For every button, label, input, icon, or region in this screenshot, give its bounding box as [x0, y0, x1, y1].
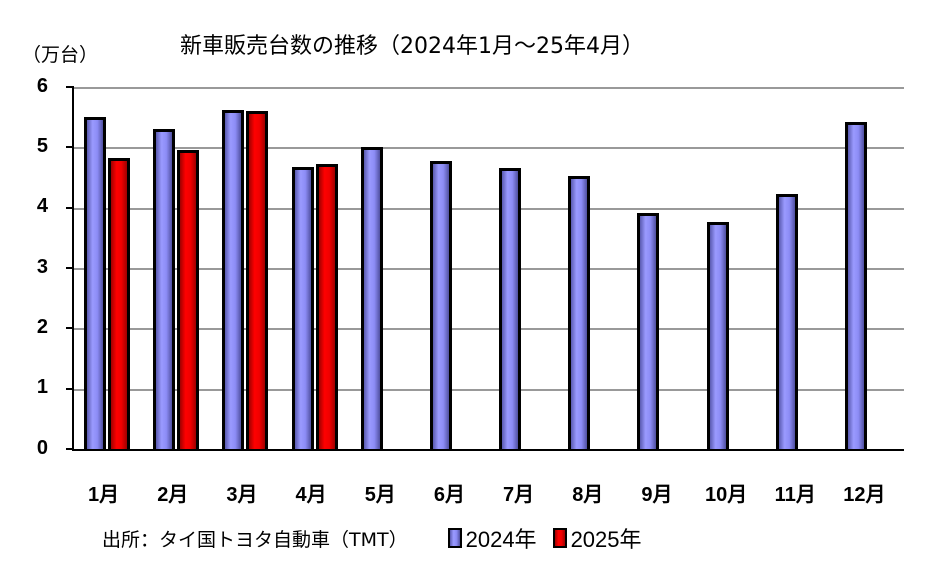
legend: 出所：タイ国トヨタ自動車（TMT） 2024年 2025年 [102, 522, 658, 554]
x-tick-label: 10月 [704, 484, 748, 506]
bar-2024年-4月 [291, 166, 314, 449]
y-tick-mark [66, 267, 74, 269]
bar-2024年-5月 [360, 147, 383, 449]
y-tick-6: 6 [36, 75, 48, 97]
x-tick-label: 7月 [503, 484, 535, 506]
bar-2024年-3月 [222, 109, 245, 449]
legend-swatch-2025 [552, 528, 567, 548]
bar-2024年-2月 [153, 129, 176, 449]
y-tick-0: 0 [36, 437, 48, 459]
bar-2024年-8月 [568, 175, 591, 449]
gridline [74, 388, 904, 391]
bar-2024年-7月 [499, 168, 521, 449]
y-tick-2: 2 [36, 316, 48, 338]
bar-2024年-11月 [775, 193, 798, 449]
legend-label-2024: 2024年 [465, 527, 537, 552]
y-tick-mark [66, 387, 74, 390]
legend-label-2025: 2025年 [570, 527, 642, 552]
y-tick-mark [66, 327, 74, 330]
chart-title: 新車販売台数の推移（2024年1月～25年4月） [180, 34, 644, 59]
bar-2025年-1月 [108, 158, 130, 449]
y-tick-mark [66, 206, 74, 209]
bar-2024年-12月 [844, 122, 867, 449]
x-tick-label: 12月 [843, 484, 886, 506]
y-tick-mark [66, 86, 74, 88]
x-tick-label: 2月 [157, 484, 189, 506]
y-tick-3: 3 [36, 256, 48, 278]
gridline [74, 268, 904, 270]
bar-2024年-10月 [706, 221, 729, 449]
source-note: 出所：タイ国トヨタ自動車（TMT） [102, 528, 408, 551]
y-tick-4: 4 [36, 195, 48, 217]
bar-2025年-3月 [246, 111, 269, 449]
y-axis-unit: （万台） [22, 44, 99, 66]
gridline [74, 207, 904, 210]
gridline [74, 328, 904, 331]
x-tick-label: 9月 [641, 484, 673, 506]
bar-2025年-4月 [315, 163, 338, 449]
bar-2024年-6月 [429, 160, 452, 449]
x-tick-label: 1月 [88, 484, 120, 506]
x-tick-label: 4月 [295, 484, 327, 506]
y-tick-mark [66, 448, 74, 450]
bar-2024年-9月 [637, 212, 660, 449]
y-tick-mark [66, 146, 74, 149]
legend-swatch-2024 [447, 528, 462, 548]
gridline [74, 147, 904, 150]
x-tick-label: 5月 [364, 484, 396, 506]
bar-2024年-1月 [84, 117, 106, 449]
gridline [74, 87, 904, 89]
x-tick-label: 8月 [572, 484, 604, 506]
x-tick-label: 3月 [226, 484, 258, 506]
y-tick-5: 5 [36, 135, 48, 157]
bar-2025年-2月 [177, 150, 200, 449]
x-tick-label: 11月 [774, 484, 816, 506]
y-tick-1: 1 [36, 376, 48, 398]
plot-area [66, 86, 904, 451]
x-tick-label: 6月 [433, 484, 465, 506]
